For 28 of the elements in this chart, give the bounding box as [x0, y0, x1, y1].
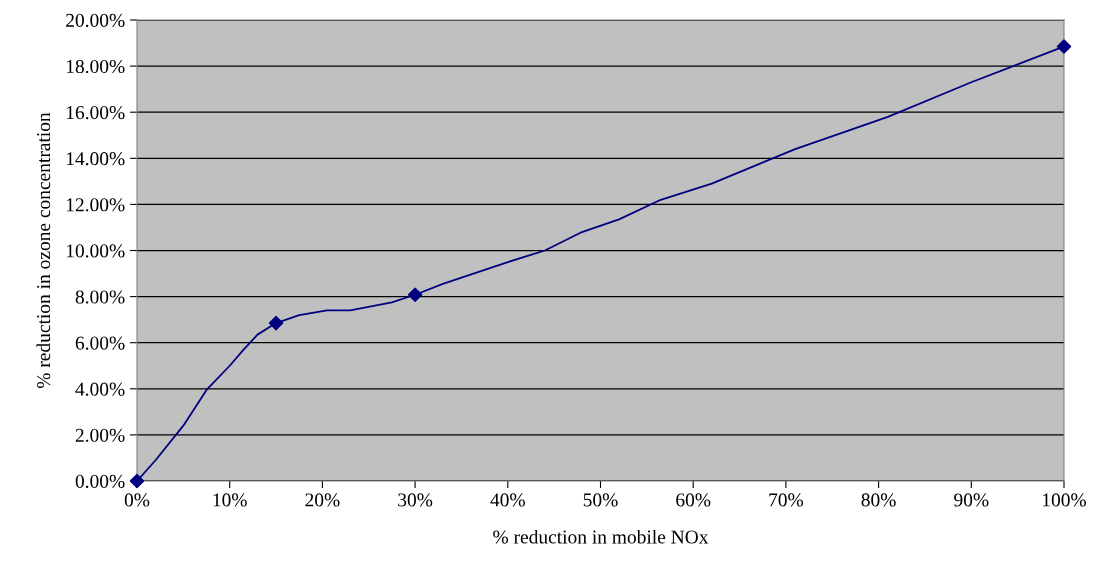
y-tick-label: 0.00%: [75, 474, 125, 489]
x-tick-label: 40%: [490, 493, 525, 507]
x-tick-label: 70%: [769, 493, 804, 507]
point: [1056, 39, 1072, 54]
x-tick-label: 60%: [676, 493, 711, 507]
point: [129, 473, 145, 489]
y-tick-label: 14.00%: [66, 152, 125, 166]
x-axis-title: % reduction in mobile NOx: [493, 529, 709, 544]
x-tick-label: 80%: [861, 493, 896, 507]
x-tick-label: 50%: [583, 493, 618, 507]
x-tick-label: 0%: [124, 493, 150, 507]
y-tick-label: 10.00%: [66, 244, 125, 258]
y-tick-label: 16.00%: [66, 106, 125, 120]
x-tick-label: 100%: [1043, 493, 1087, 507]
y-tick-label: 8.00%: [75, 290, 125, 304]
point: [268, 315, 284, 331]
y-axis-title: % reduction in ozone concentration: [36, 112, 51, 389]
y-tick-label: 18.00%: [66, 59, 125, 74]
x-tick-label: 90%: [954, 493, 989, 507]
x-tick-label: 20%: [305, 493, 340, 507]
x-tick-label: 30%: [398, 493, 433, 507]
y-tick-label: 20.00%: [66, 13, 125, 28]
y-tick-label: 6.00%: [75, 336, 125, 350]
x-tick-label: 10%: [213, 493, 247, 507]
y-tick-label: 12.00%: [66, 198, 125, 212]
y-tick-label: 2.00%: [75, 428, 125, 442]
point: [407, 287, 423, 303]
y-tick-label: 4.00%: [75, 382, 125, 396]
